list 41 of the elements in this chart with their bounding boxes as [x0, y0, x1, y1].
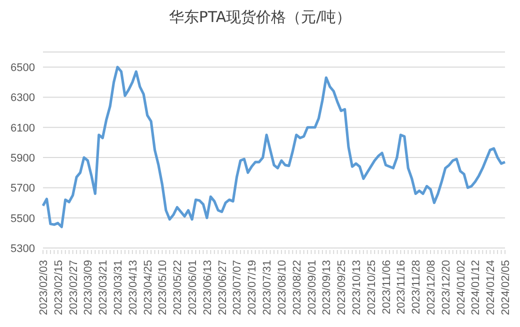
- y-tick-label: 5300: [10, 242, 35, 255]
- x-tick-label: 2023/07/19: [246, 260, 259, 316]
- x-tick-label: 2024/02/05: [500, 260, 512, 316]
- x-tick-label: 2023/11/28: [410, 260, 423, 314]
- x-tick-label: 2023/05/22: [172, 260, 184, 316]
- x-tick-label: 2024/01/02: [455, 260, 468, 316]
- y-tick-label: 6500: [10, 62, 35, 74]
- x-tick-label: 2023/09/01: [306, 260, 318, 316]
- line-series: [42, 66, 506, 228]
- x-tick-label: 2023/11/06: [380, 260, 393, 314]
- y-tick-label: 5500: [10, 212, 35, 225]
- x-tick-label: 2023/04/25: [142, 260, 154, 316]
- x-tick-label: 2023/03/21: [98, 260, 110, 316]
- x-tick-label: 2023/10/13: [350, 260, 363, 316]
- x-tick-label: 2023/09/13: [321, 260, 334, 316]
- x-tick-label: 2023/04/13: [127, 260, 140, 316]
- x-tick-label: 2024/01/12: [470, 260, 482, 316]
- x-tick-label: 2023/05/10: [157, 260, 170, 316]
- x-tick-label: 2023/10/25: [366, 260, 378, 316]
- x-tick-label: 2023/11/16: [396, 260, 408, 314]
- x-tick-label: 2023/07/31: [262, 260, 274, 316]
- y-tick-label: 6100: [10, 122, 35, 134]
- x-tick-label: 2023/12/08: [425, 260, 438, 316]
- x-tick-label: 2023/02/27: [68, 260, 80, 316]
- x-tick-label: 2023/12/20: [440, 260, 452, 316]
- x-tick-label: 2023/03/09: [82, 260, 95, 316]
- x-tick-label: 2023/06/01: [187, 260, 200, 316]
- x-tick-label: 2023/07/07: [232, 260, 244, 316]
- y-tick-label: 5700: [10, 182, 35, 195]
- x-tick-label: 2023/02/03: [38, 260, 50, 316]
- x-tick-label: 2023/06/13: [202, 260, 214, 316]
- chart-title: 华东PTA现货价格（元/吨）: [168, 8, 352, 27]
- x-tick-label: 2023/08/10: [276, 260, 288, 316]
- x-tick-label: 2023/03/31: [112, 260, 125, 316]
- x-tick-label: 2024/01/24: [485, 260, 498, 316]
- x-tick-label: 2023/02/15: [52, 260, 65, 316]
- x-tick-label: 2023/09/25: [336, 260, 348, 316]
- y-tick-label: 6300: [10, 92, 35, 104]
- y-tick-label: 5900: [10, 152, 35, 164]
- x-tick-label: 2023/06/27: [216, 260, 229, 316]
- x-tick-label: 2023/08/22: [291, 260, 304, 316]
